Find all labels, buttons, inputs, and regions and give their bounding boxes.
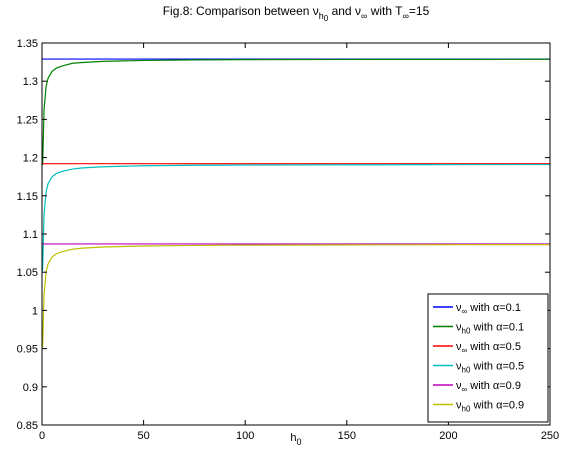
y-tick-label: 0.95 [17, 344, 38, 356]
legend-subscript: ∞ [462, 307, 468, 316]
legend-label-2: νh0 with α=0.1 [456, 322, 524, 336]
y-tick-label: 1.2 [23, 153, 38, 165]
title-text: Fig.8: Comparison between νh0 and ν∞ wit… [163, 4, 430, 23]
chart-title: Fig.8: Comparison between νh0 and ν∞ wit… [163, 4, 430, 23]
series-line-4 [42, 163, 550, 271]
legend-label-4: νh0 with α=0.5 [456, 361, 524, 375]
legend-box [427, 293, 549, 423]
title-part: and ν [328, 4, 361, 18]
legend-subscript: ∞ [462, 346, 468, 355]
title-part: Fig.8: Comparison between ν [163, 4, 319, 18]
legend-symbol: ν [456, 341, 462, 353]
y-tick-label: 1.3 [23, 76, 38, 88]
series-line-2 [42, 58, 550, 166]
legend-subscript: ∞ [462, 385, 468, 394]
legend-text: with α=0.5 [470, 361, 524, 373]
y-tick-label: 1.25 [17, 114, 38, 126]
x-tick-label: 200 [439, 430, 457, 442]
x-tick-label: 50 [137, 430, 149, 442]
legend-label-3: ν∞ with α=0.5 [456, 341, 521, 355]
x-tick-label: 250 [541, 430, 559, 442]
y-tick-label: 0.9 [23, 382, 38, 394]
series-group [42, 58, 550, 348]
y-tick-label: 1.35 [17, 38, 38, 50]
legend-subscript: h0 [462, 405, 471, 414]
y-tick-label: 1 [32, 305, 38, 317]
legend-subscript: h0 [462, 366, 471, 375]
title-part: =15 [409, 4, 430, 18]
title-part: with T [367, 4, 403, 18]
title-part: ∞ [403, 11, 409, 21]
series-line-6 [42, 244, 550, 348]
x-tick-label: 150 [338, 430, 356, 442]
legend-text: with α=0.9 [467, 380, 521, 392]
x-tick-label: 0 [39, 430, 45, 442]
y-tick-label: 1.05 [17, 267, 38, 279]
legend-subscript: h0 [462, 327, 471, 336]
x-axis-label-sub: 0 [297, 437, 302, 447]
axes: 0 50 100 150 200 250 0.85 0.9 0.95 1 1.05 1.1 1.15 1.… [17, 38, 560, 447]
legend-symbol: ν [456, 302, 462, 314]
x-axis-label-main: h [290, 432, 296, 444]
legend-text: with α=0.5 [467, 341, 521, 353]
legend-label-5: ν∞ with α=0.9 [456, 380, 521, 394]
legend-label-6: νh0 with α=0.9 [456, 400, 524, 414]
legend-text: with α=0.1 [467, 302, 521, 314]
legend-symbol: ν [456, 322, 462, 334]
y-tick-label: 1.1 [23, 229, 38, 241]
x-axis-label: h0 [290, 432, 301, 447]
title-part: ∞ [361, 11, 367, 21]
title-part: h [319, 11, 324, 21]
legend-symbol: ν [456, 361, 462, 373]
y-tick-label: 1.15 [17, 191, 38, 203]
legend-symbol: ν [456, 380, 462, 392]
y-tick-label: 0.85 [17, 420, 38, 432]
x-tick-label: 100 [236, 430, 254, 442]
legend-text: with α=0.9 [470, 400, 524, 412]
title-part: 0 [324, 14, 329, 23]
legend-text: with α=0.1 [470, 322, 524, 334]
legend-label-1: ν∞ with α=0.1 [456, 302, 521, 316]
legend-symbol: ν [456, 400, 462, 412]
